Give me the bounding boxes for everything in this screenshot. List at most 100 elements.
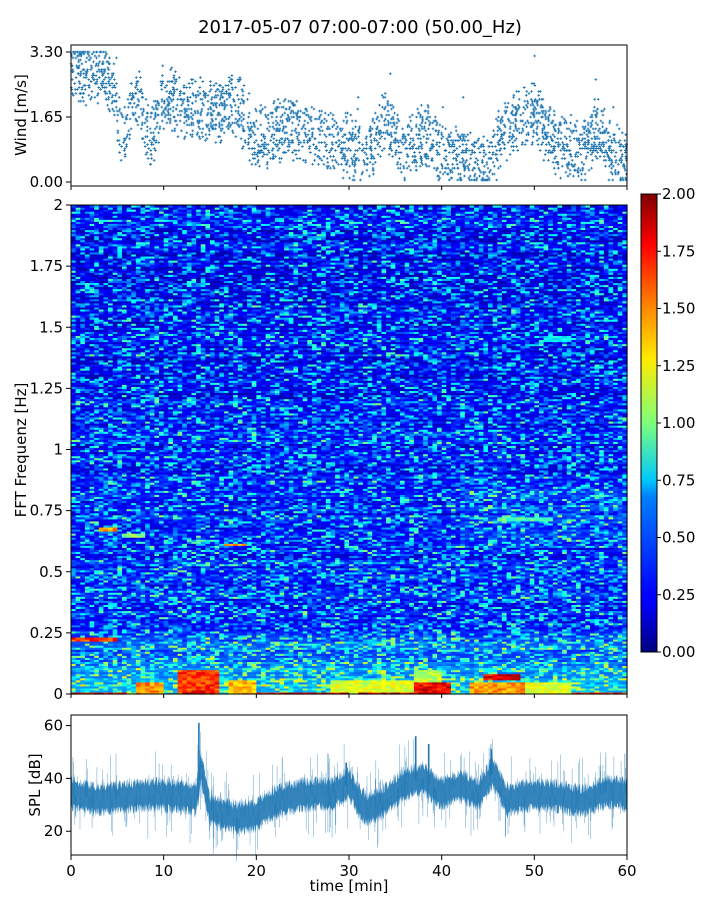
spectrogram-cell [358, 679, 364, 683]
spectrogram-cell [622, 683, 628, 687]
spectrogram-cell [441, 691, 447, 695]
spectrogram-cell [149, 687, 155, 691]
spectrogram-cell [404, 687, 410, 691]
spectrogram-cell [288, 691, 294, 695]
spectrogram-cell [191, 679, 197, 683]
spectrogram-cell [219, 687, 225, 691]
spectrogram-cell [330, 685, 336, 689]
spectrogram-cell [205, 689, 211, 693]
spectrogram-cell [242, 687, 248, 691]
spectrogram-cell [548, 681, 554, 685]
spectrogram-cell [177, 685, 193, 689]
spectrogram-cell [450, 691, 457, 695]
spectrogram-cell [525, 691, 531, 695]
spectrogram-cell [599, 691, 605, 695]
spectrogram-cell [571, 687, 577, 691]
spectrogram-cell [566, 687, 572, 691]
spectrogram-cell [599, 685, 610, 689]
spectrogram-cell [131, 679, 137, 683]
spectrogram-cell [469, 691, 475, 695]
spectrogram-cell [362, 689, 369, 693]
spectrogram-cell [94, 691, 100, 695]
spectrogram-cell [103, 681, 118, 685]
spectrogram-cell [386, 685, 392, 689]
spectrogram-cell [437, 683, 443, 687]
spectrogram-cell [177, 677, 183, 681]
spectrogram-cell [219, 681, 225, 685]
spectrogram-cell [622, 681, 628, 685]
wind-y-tick-label: 3.30 [30, 43, 63, 61]
spectrogram-cell [256, 681, 262, 685]
spectrogram-cell [149, 689, 160, 693]
spectrogram-cell [321, 683, 332, 687]
wind-axes-frame [70, 44, 628, 187]
spectrogram-cell [265, 681, 271, 685]
spectrogram-cell [279, 687, 290, 691]
spectrogram-cell [103, 685, 109, 689]
spectrogram-cell [154, 687, 165, 691]
spectrogram-cell [538, 679, 549, 683]
spectrogram-cell [311, 687, 318, 691]
spectrogram-cell [233, 691, 244, 695]
spectrogram-cell [112, 689, 118, 693]
spectrogram-cell [256, 691, 262, 695]
spectrogram-cell [117, 685, 128, 689]
spectrogram-cell [135, 681, 142, 685]
spectrogram-cell [168, 681, 174, 685]
spectrogram-cell [98, 685, 105, 689]
spectrogram-cell [353, 691, 359, 695]
spectrogram-cell [497, 683, 503, 687]
spectrogram-cell [525, 687, 531, 691]
spectrogram-cell [293, 689, 304, 693]
spectrogram-cell [251, 685, 257, 689]
spectrogram-cell [84, 683, 91, 687]
spectrogram-cell [191, 683, 197, 687]
spectrogram-cell [325, 681, 332, 685]
spectrogram-cell [302, 687, 308, 691]
spectrogram-cell [80, 687, 91, 691]
spectrogram-cell [89, 689, 95, 693]
spectrogram-cell [455, 683, 461, 687]
spectrogram-cell [131, 685, 137, 689]
spectrogram-cell [163, 681, 169, 685]
spectrogram-cell [177, 691, 183, 695]
spectrogram-cell [409, 689, 415, 693]
spectrogram-cell [279, 679, 285, 683]
spectrogram-cell [386, 679, 392, 683]
spectrogram-cell [108, 685, 118, 689]
spectrogram-cell [464, 689, 471, 693]
spectrogram-cell [112, 691, 118, 695]
spectrogram-cell [529, 683, 540, 687]
spectrogram-cell [260, 687, 267, 691]
spectrogram-cell [529, 691, 535, 695]
wind-y-ticks: 0.001.653.30 [30, 43, 71, 191]
spectrogram-cell [233, 689, 239, 693]
spectrogram-cell [520, 681, 526, 685]
spectrogram-cell [381, 679, 387, 683]
spectrogram-cell [571, 679, 577, 683]
spectrogram-cell [339, 683, 345, 687]
spectrogram-cell [409, 691, 415, 695]
spectrogram-cell [247, 679, 253, 683]
spectrogram-cell [557, 683, 572, 687]
wind-y-tick-label: 1.65 [30, 108, 63, 126]
spectrogram-cell [580, 685, 586, 689]
spectrogram-cell [613, 687, 619, 691]
spectrogram-cell [441, 681, 447, 685]
spectrogram-cell [108, 679, 114, 683]
spectrogram-cell [182, 691, 188, 695]
spectrogram-cell [390, 687, 396, 691]
spectrogram-cell [94, 679, 100, 683]
spectrogram-cell [154, 679, 160, 683]
spectrogram-cell [279, 691, 285, 695]
spectrogram-cell [488, 683, 494, 687]
spectrogram-cell [446, 679, 452, 683]
spectrogram-cell [140, 691, 155, 695]
spectrogram-cell [501, 683, 508, 687]
spectrogram-cell [140, 679, 146, 683]
spectrogram-cell [223, 681, 230, 685]
spectrogram-cell [599, 679, 605, 683]
spectrogram-cell [149, 677, 155, 681]
spectrogram-cell [585, 681, 591, 685]
